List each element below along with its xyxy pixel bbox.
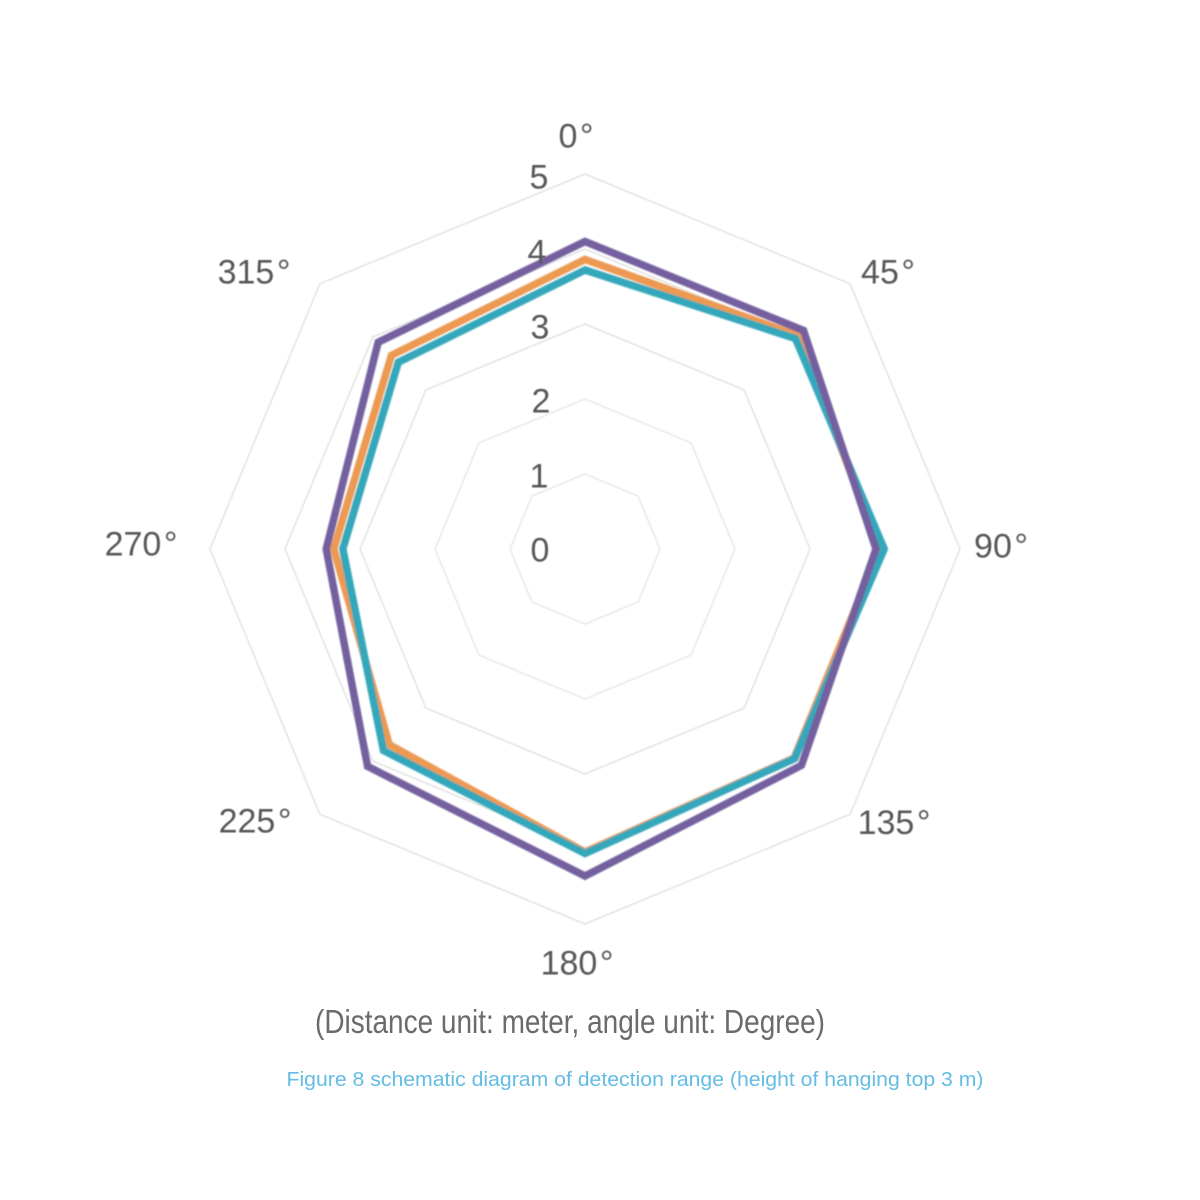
svg-text:135°: 135° [858, 804, 931, 842]
svg-text:45°: 45° [861, 254, 915, 292]
svg-text:180°: 180° [541, 945, 614, 983]
svg-text:2: 2 [532, 383, 551, 421]
svg-text:3: 3 [531, 309, 550, 347]
svg-text:4: 4 [528, 234, 547, 272]
svg-text:90°: 90° [974, 528, 1028, 566]
svg-text:1: 1 [530, 458, 549, 496]
svg-text:0: 0 [531, 532, 550, 570]
svg-text:225°: 225° [219, 803, 292, 841]
svg-text:315°: 315° [218, 254, 291, 292]
svg-text:270°: 270° [105, 526, 178, 564]
svg-text:5: 5 [530, 159, 549, 197]
svg-text:Figure 8 schematic diagram of: Figure 8 schematic diagram of detection … [287, 1069, 984, 1091]
svg-text:0°: 0° [558, 118, 593, 156]
svg-text:(Distance unit: meter, angle u: (Distance unit: meter, angle unit: Degre… [315, 1003, 825, 1040]
